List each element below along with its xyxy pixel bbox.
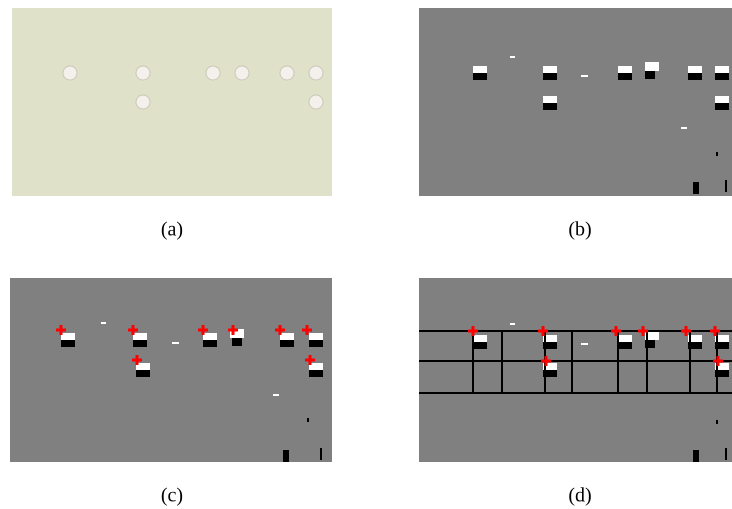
panel-a-image xyxy=(12,8,332,196)
caption: (d) xyxy=(568,485,591,507)
panel-d-image xyxy=(419,278,732,462)
panel-b-image xyxy=(419,8,732,196)
caption: (c) xyxy=(161,485,183,507)
caption: (b) xyxy=(568,219,591,241)
panel-c-image xyxy=(10,278,332,462)
caption: (a) xyxy=(161,219,183,241)
